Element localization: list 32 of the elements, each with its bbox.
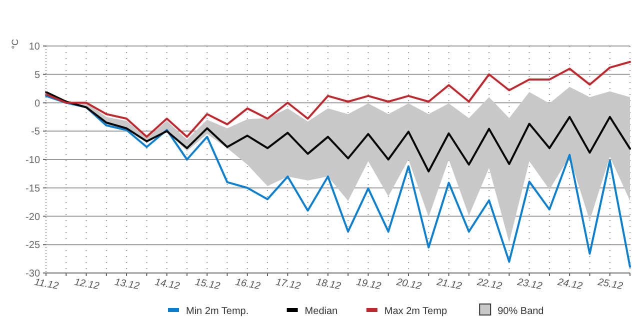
y-axis-title: °C [10,38,20,50]
x-tick-label: 18.12 [315,276,342,292]
x-tick-label: 20.12 [394,276,423,292]
x-tick-label: 15.12 [194,276,222,292]
y-tick-label: 5 [34,70,40,81]
x-tick-label: 16.12 [234,276,262,292]
x-tick-label: 25.12 [596,276,624,292]
y-tick-label: 0 [34,98,40,110]
y-tick-label: 10 [28,42,40,52]
x-tick-label: 22.12 [475,276,504,292]
y-tick-label: -15 [26,183,40,194]
x-tick-label: 11.12 [34,277,60,292]
line-series [45,94,631,268]
text: 90% Band [498,306,544,317]
x-tick-label: 24.12 [556,276,584,292]
legend-label: Min 2m Temp. [186,306,249,317]
x-tick-label: 19.12 [355,276,382,292]
line-series [45,90,631,172]
x-tick-label: 23.12 [515,276,544,292]
legend-label: Max 2m Temp [384,306,448,317]
x-tick-label: 13.12 [114,276,141,292]
legend-label: Median [304,306,338,317]
x-tick-label: 14.12 [154,276,181,292]
x-tick-label: 12.12 [73,276,100,292]
y-tick-label: -5 [31,126,40,138]
y-tick-label: -30 [26,268,40,280]
y-tick-label: -20 [26,212,40,223]
x-tick-label: 17.12 [274,276,302,292]
y-tick-label: -10 [26,155,40,166]
line-series [45,60,631,138]
x-tick-label: 21.12 [434,276,463,292]
y-tick-label: -25 [26,240,40,252]
